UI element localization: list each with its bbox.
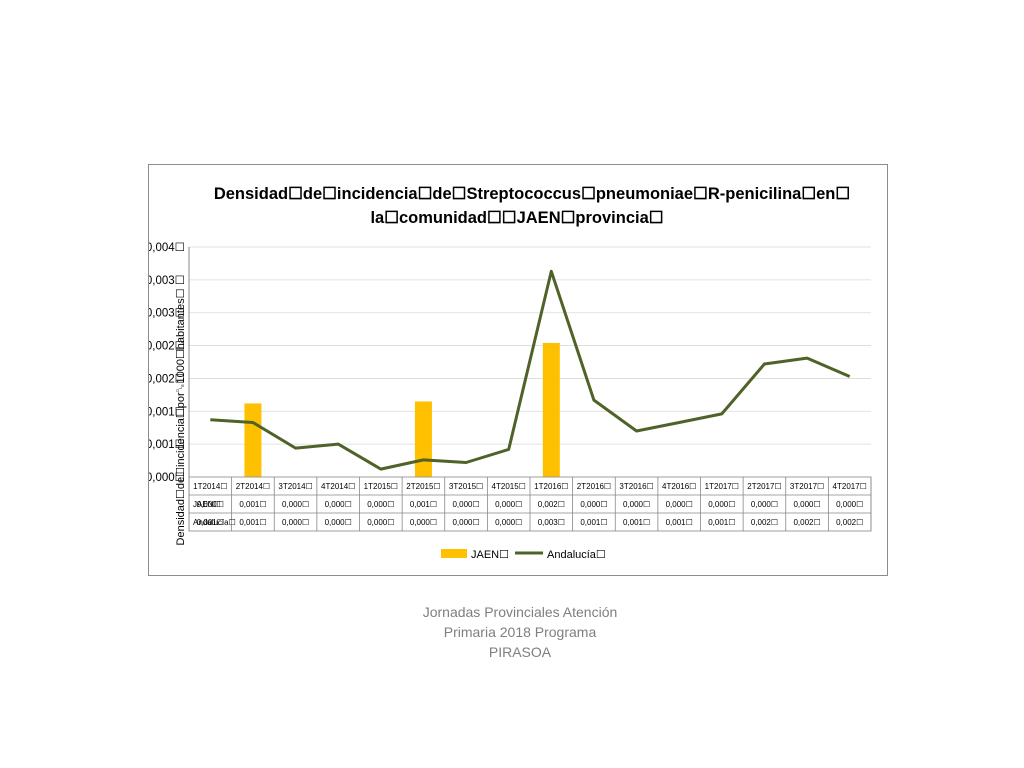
table-cell: 0,000☐ [452, 500, 479, 509]
footer-line-2: Primaria 2018 Programa [443, 624, 597, 640]
y-axis-label: Densidad☐de☐incidencia☐por␐1000☐habitant… [175, 289, 187, 546]
table-cell: 0,001☐ [708, 518, 735, 527]
table-cell: 0,000☐ [623, 500, 650, 509]
chart-svg: Densidad☐de☐incidencia☐de☐Streptococcus☐… [149, 185, 872, 561]
x-tick-label: 3T2015☐ [449, 482, 483, 491]
table-row-header: Andalucía☐ [193, 518, 236, 527]
table-cell: 0,000☐ [282, 500, 309, 509]
x-tick-label: 1T2017☐ [705, 482, 739, 491]
table-cell: 0,000☐ [325, 518, 352, 527]
y-tick-label: 0,001☐ [149, 439, 185, 451]
table-cell: 0,000☐ [197, 500, 224, 509]
y-tick-label: 0,002☐ [149, 341, 185, 353]
x-tick-label: 2T2016☐ [577, 482, 611, 491]
chart-title-line-2: la☐comunidad☐☐JAEN☐provincia☐ [370, 209, 663, 227]
table-cell: 0,000☐ [836, 500, 863, 509]
bar-series [244, 342, 560, 477]
table-cell: 0,001☐ [580, 518, 607, 527]
legend: JAEN☐ Andalucía☐ [441, 549, 606, 561]
table-cell: 0,001☐ [239, 518, 266, 527]
table-cell: 0,000☐ [282, 518, 309, 527]
legend-swatch-jaen [441, 549, 467, 558]
legend-label-andalucia: Andalucía☐ [547, 549, 606, 561]
table-cell: 0,003☐ [538, 518, 565, 527]
bar-jaen [414, 401, 432, 477]
x-tick-label: 4T2014☐ [321, 482, 355, 491]
x-tick-label: 1T2015☐ [364, 482, 398, 491]
table-cell: 0,000☐ [495, 518, 522, 527]
table-cell: 0,000☐ [452, 518, 479, 527]
y-tick-label: 0,000☐ [149, 472, 185, 484]
table-cell: 0,000☐ [367, 500, 394, 509]
table-cell: 0,002☐ [836, 518, 863, 527]
gridlines [188, 246, 871, 477]
footer-caption: Jornadas Provinciales Atención Primaria … [362, 602, 678, 662]
table-cell: 0,000☐ [367, 518, 394, 527]
table-cell: 0,000☐ [793, 500, 820, 509]
x-tick-label: 1T2014☐ [193, 482, 227, 491]
y-tick-label: 0,001☐ [149, 406, 185, 418]
table-cell: 0,002☐ [538, 500, 565, 509]
line-series [210, 269, 851, 471]
table-cell: 0,000☐ [495, 500, 522, 509]
chart-title-line-1: Densidad☐de☐incidencia☐de☐Streptococcus☐… [214, 185, 851, 203]
x-tick-label: 2T2017☐ [747, 482, 781, 491]
table-cell: 0,001☐ [239, 500, 266, 509]
table-cell: 0,000☐ [751, 500, 778, 509]
y-tick-labels: 0,004☐ 0,003☐ 0,003☐ 0,002☐ 0,002☐ 0,001☐ 0,00… [149, 242, 185, 484]
table-cell: 0,000☐ [708, 500, 735, 509]
table-cell: 0,001☐ [623, 518, 650, 527]
x-tick-label: 2T2015☐ [406, 482, 440, 491]
table-cell: 0,000☐ [580, 500, 607, 509]
legend-label-jaen: JAEN☐ [471, 549, 509, 561]
y-tick-label: 0,002☐ [149, 373, 185, 385]
table-cell: 0,002☐ [751, 518, 778, 527]
table-cell: 0,000☐ [666, 500, 693, 509]
y-tick-label: 0,003☐ [149, 275, 185, 287]
table-cell: 0,001☐ [197, 518, 224, 527]
footer-line-3: PIRASOA [488, 644, 552, 660]
x-tick-label: 2T2014☐ [236, 482, 270, 491]
chart-title: Densidad☐de☐incidencia☐de☐Streptococcus☐… [214, 185, 851, 227]
x-tick-label: 1T2016☐ [534, 482, 568, 491]
bar-jaen [542, 342, 560, 477]
table-cell: 0,001☐ [410, 500, 437, 509]
x-tick-label: 4T2017☐ [833, 482, 867, 491]
line-andalucia [210, 269, 851, 471]
table-cell: 0,001☐ [666, 518, 693, 527]
table-cell: 0,000☐ [325, 500, 352, 509]
table-row-header: JAEN☐ [193, 500, 221, 509]
table-cell: 0,002☐ [793, 518, 820, 527]
x-tick-label: 3T2017☐ [790, 482, 824, 491]
y-tick-label: 0,004☐ [149, 242, 185, 254]
bar-jaen [244, 403, 262, 477]
x-tick-label: 4T2015☐ [492, 482, 526, 491]
chart-frame: Densidad☐de☐incidencia☐de☐Streptococcus☐… [148, 164, 888, 576]
x-tick-label: 3T2014☐ [278, 482, 312, 491]
table-cell: 0,000☐ [410, 518, 437, 527]
x-tick-label: 3T2016☐ [619, 482, 653, 491]
y-tick-label: 0,003☐ [149, 308, 185, 320]
data-table: 1T2014☐ 2T2014☐ 3T2014☐ 4T2014☐ 1T2015☐ 2T201… [188, 476, 872, 532]
x-tick-label: 4T2016☐ [662, 482, 696, 491]
footer-line-1: Jornadas Provinciales Atención [422, 604, 618, 620]
